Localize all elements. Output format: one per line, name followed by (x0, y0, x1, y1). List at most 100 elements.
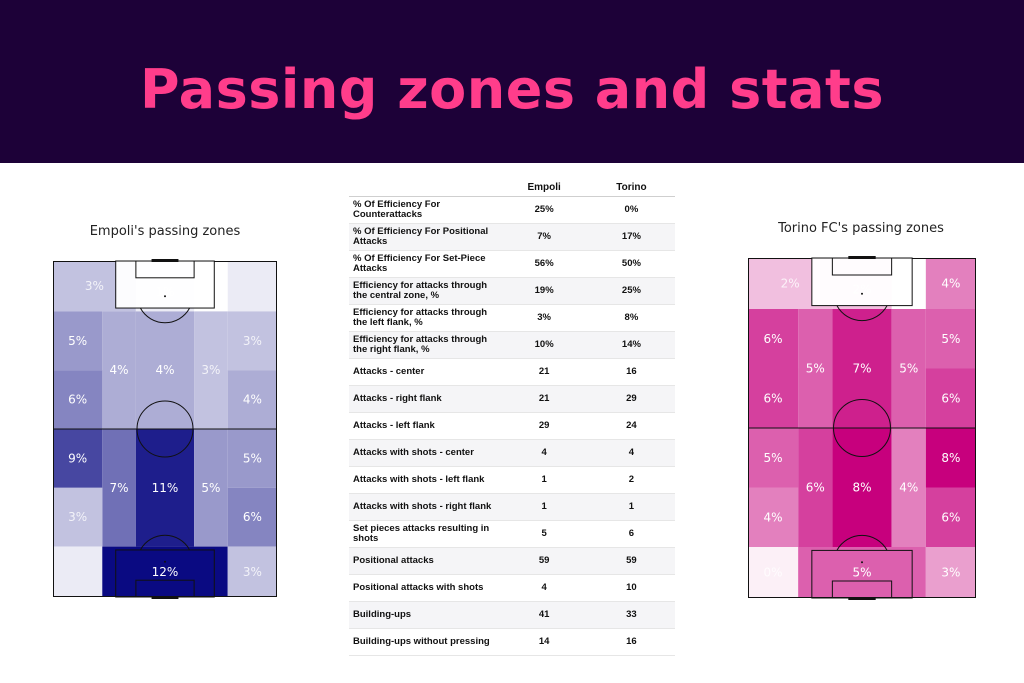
stat-label: Efficiency for attacks through the left … (349, 304, 501, 332)
stat-label: % Of Efficiency For Set-Piece Attacks (349, 250, 501, 278)
table-row: Attacks with shots - center 4 4 (349, 439, 675, 467)
empoli-zone-cell (227, 429, 277, 488)
empoli-value: 5 (500, 520, 588, 548)
torino-zone-label: 5% (806, 362, 825, 376)
title-banner: Passing zones and stats (0, 0, 1024, 163)
torino-zone-label: 4% (899, 481, 918, 495)
torino-zone-cell (925, 547, 976, 598)
empoli-zone-cell (194, 429, 228, 547)
empoli-zone-label: 11% (152, 481, 179, 495)
torino-zone-label: 2% (781, 277, 800, 291)
stat-label: Attacks - right flank (349, 385, 501, 413)
torino-zone-cell (925, 309, 976, 369)
torino-zone-cell (891, 428, 926, 547)
empoli-value: 1 (500, 466, 588, 494)
empoli-value: 14 (500, 628, 588, 656)
torino-zone-label: 5% (764, 451, 783, 465)
table-row: Building-ups 41 33 (349, 601, 675, 629)
torino-value: 4 (587, 439, 675, 467)
empoli-zone-label: 9% (68, 451, 87, 465)
empoli-zone-label: 3% (201, 363, 220, 377)
torino-value: 0% (587, 196, 675, 224)
torino-zone-cell (832, 309, 892, 428)
table-row: Attacks - left flank 29 24 (349, 412, 675, 440)
torino-heatmap-title: Torino FC's passing zones (778, 221, 944, 236)
empoli-value: 1 (500, 493, 588, 521)
empoli-zone-cell (53, 429, 103, 488)
table-row: Attacks with shots - left flank 1 2 (349, 466, 675, 494)
stats-header-empoli: Empoli (500, 178, 588, 197)
table-row: Building-ups without pressing 14 16 (349, 628, 675, 656)
empoli-zone-label: 12% (152, 565, 179, 579)
empoli-zone-label: 6% (68, 393, 87, 407)
empoli-zone-cell (53, 311, 103, 371)
empoli-zone-cell (53, 370, 103, 429)
table-row: Efficiency for attacks through the right… (349, 331, 675, 359)
torino-zone-cell (798, 428, 833, 547)
torino-value: 33 (587, 601, 675, 629)
stat-label: Set pieces attacks resulting in shots (349, 520, 501, 548)
empoli-zone-label: 3% (68, 510, 87, 524)
empoli-heatmap-title: Empoli's passing zones (89, 224, 241, 239)
stat-label: % Of Efficiency For Positional Attacks (349, 223, 501, 251)
torino-value: 29 (587, 385, 675, 413)
torino-value: 16 (587, 628, 675, 656)
table-row: Attacks with shots - right flank 1 1 (349, 493, 675, 521)
empoli-zone-cell (227, 261, 277, 312)
empoli-zone-cell (102, 546, 228, 597)
table-row: % Of Efficiency For Counterattacks 25% 0% (349, 196, 675, 224)
empoli-zone-label: 4% (155, 363, 174, 377)
empoli-zone-label: 4% (110, 363, 129, 377)
empoli-zone-cell (102, 429, 136, 547)
empoli-value: 59 (500, 547, 588, 575)
stat-label: Attacks - center (349, 358, 501, 386)
torino-value: 50% (587, 250, 675, 278)
torino-zone-label: 8% (941, 451, 960, 465)
table-row: Attacks - center 21 16 (349, 358, 675, 386)
table-row: % Of Efficiency For Set-Piece Attacks 56%… (349, 250, 675, 278)
empoli-value: 4 (500, 439, 588, 467)
torino-zone-cell (748, 487, 799, 547)
stat-label: Attacks with shots - left flank (349, 466, 501, 494)
stats-header-row: Empoli Torino (349, 178, 675, 197)
empoli-value: 29 (500, 412, 588, 440)
torino-zone-cell (798, 309, 833, 428)
torino-zone-cell (832, 428, 892, 547)
empoli-value: 7% (500, 223, 588, 251)
empoli-value: 56% (500, 250, 588, 278)
stat-label: Efficiency for attacks through the centr… (349, 277, 501, 305)
stat-label: Attacks with shots - right flank (349, 493, 501, 521)
table-row: Positional attacks with shots 4 10 (349, 574, 675, 602)
torino-zone-cell (748, 547, 799, 598)
empoli-zone-cell (227, 546, 277, 597)
stats-table: Empoli Torino % Of Efficiency For Counte… (349, 178, 675, 656)
torino-zone-cell (925, 368, 976, 428)
page-title: Passing zones and stats (140, 58, 884, 121)
torino-zone-label: 5% (899, 362, 918, 376)
empoli-value: 21 (500, 358, 588, 386)
stat-label: Attacks with shots - center (349, 439, 501, 467)
stat-label: Positional attacks (349, 547, 501, 575)
torino-zone-cell (925, 487, 976, 547)
stat-label: Attacks - left flank (349, 412, 501, 440)
torino-zone-cell (925, 428, 976, 488)
empoli-value: 21 (500, 385, 588, 413)
torino-zone-cell (748, 368, 799, 428)
torino-zone-label: 6% (764, 391, 783, 405)
empoli-value: 25% (500, 196, 588, 224)
empoli-zone-cell (227, 311, 277, 371)
empoli-zone-cell (53, 546, 103, 597)
torino-zone-label: 5% (941, 332, 960, 346)
torino-zone-cell (891, 309, 926, 428)
table-row: Attacks - right flank 21 29 (349, 385, 675, 413)
table-row: Efficiency for attacks through the left … (349, 304, 675, 332)
stats-header-torino: Torino (587, 178, 675, 197)
torino-zone-label: 6% (941, 391, 960, 405)
empoli-value: 10% (500, 331, 588, 359)
torino-zone-label: 6% (806, 481, 825, 495)
torino-zone-label: 6% (941, 510, 960, 524)
empoli-zone-cell (227, 370, 277, 429)
empoli-zone-label: 5% (68, 334, 87, 348)
empoli-zone-label: 3% (243, 334, 262, 348)
torino-zone-label: 4% (764, 510, 783, 524)
